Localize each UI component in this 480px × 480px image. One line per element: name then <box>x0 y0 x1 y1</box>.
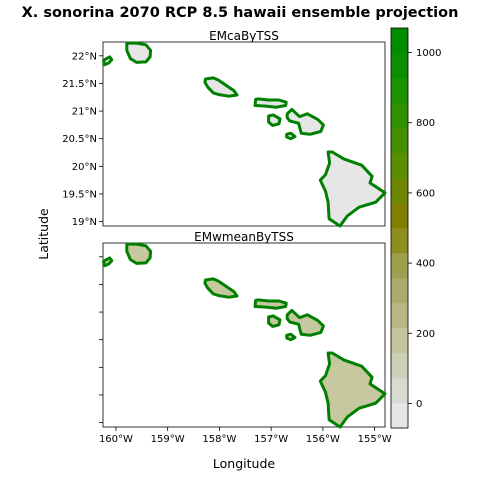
colorbar-band <box>391 28 408 54</box>
island-maui <box>285 107 325 136</box>
colorbar-frame <box>390 27 409 429</box>
colorbar-band <box>391 228 408 254</box>
x-tick-label: 155°W <box>358 434 392 445</box>
island-maui <box>285 308 325 337</box>
panel-emwmeanbytss: EMwmeanByTSS <box>99 230 387 429</box>
island-layer <box>102 41 387 228</box>
colorbar-band <box>391 203 408 229</box>
colorbar-tick-label: 800 <box>416 118 435 129</box>
y-tick-label: 21°N <box>72 107 97 118</box>
island-hawaii <box>318 351 387 429</box>
colorbar-tick-label: 0 <box>416 399 422 410</box>
panel-emcabytss: EMcaByTSS 22°N 21.5°N 21°N 20.5°N 20°N 19.5°N… <box>62 29 387 228</box>
colorbar-tick-label: 600 <box>416 188 435 199</box>
colorbar-band <box>391 378 408 404</box>
island-oahu <box>203 277 239 299</box>
x-tick-label: 158°W <box>202 434 236 445</box>
figure-title: X. sonorina 2070 RCP 8.5 hawaii ensemble… <box>22 5 459 21</box>
colorbar: 0 200 400 600 800 1000 <box>390 27 441 429</box>
colorbar-tick-label: 400 <box>416 259 435 270</box>
colorbar-ticks: 0 200 400 600 800 1000 <box>408 48 441 410</box>
colorbar-band <box>391 128 408 154</box>
colorbar-band <box>391 178 408 204</box>
x-tick-label: 159°W <box>151 434 185 445</box>
y-tick-label: 22°N <box>72 51 97 62</box>
x-tick-label: 160°W <box>99 434 133 445</box>
y-tick-label: 21.5°N <box>62 79 97 90</box>
island-molokai <box>253 97 288 109</box>
y-axis-ticks: 22°N 21.5°N 21°N 20.5°N 20°N 19.5°N 19°N <box>62 51 103 228</box>
y-tick-label: 20°N <box>72 162 97 173</box>
x-axis-ticks: 160°W 159°W 158°W 157°W 156°W 155°W <box>99 427 392 445</box>
island-kahoolawe <box>285 332 297 342</box>
x-axis-label: Longitude <box>213 456 275 471</box>
y-axis-ticks <box>99 256 103 423</box>
colorbar-band <box>391 53 408 79</box>
panel-title: EMcaByTSS <box>209 29 279 43</box>
island-lanai <box>267 113 282 127</box>
colorbar-band <box>391 78 408 104</box>
colorbar-band <box>391 103 408 129</box>
colorbar-band <box>391 328 408 354</box>
island-kauai <box>125 242 153 265</box>
island-hawaii <box>318 150 387 228</box>
colorbar-tick-label: 1000 <box>416 48 441 59</box>
island-molokai <box>253 298 288 310</box>
colorbar-bands <box>391 28 408 429</box>
island-lanai <box>267 314 282 328</box>
y-tick-label: 19°N <box>72 217 97 228</box>
colorbar-band <box>391 278 408 304</box>
colorbar-band <box>391 253 408 279</box>
island-niihau <box>102 55 114 67</box>
colorbar-band <box>391 303 408 329</box>
colorbar-band <box>391 403 408 429</box>
island-layer <box>102 242 387 429</box>
island-niihau <box>102 256 114 268</box>
panel-title: EMwmeanByTSS <box>194 230 294 244</box>
island-kahoolawe <box>285 131 297 141</box>
y-tick-label: 19.5°N <box>62 189 97 200</box>
island-kauai <box>125 41 153 64</box>
y-tick-label: 20.5°N <box>62 134 97 145</box>
colorbar-tick-label: 200 <box>416 329 435 340</box>
island-oahu <box>203 76 239 98</box>
x-tick-label: 156°W <box>306 434 340 445</box>
colorbar-band <box>391 153 408 179</box>
x-tick-label: 157°W <box>254 434 288 445</box>
colorbar-band <box>391 353 408 379</box>
y-axis-label: Latitude <box>36 208 51 260</box>
